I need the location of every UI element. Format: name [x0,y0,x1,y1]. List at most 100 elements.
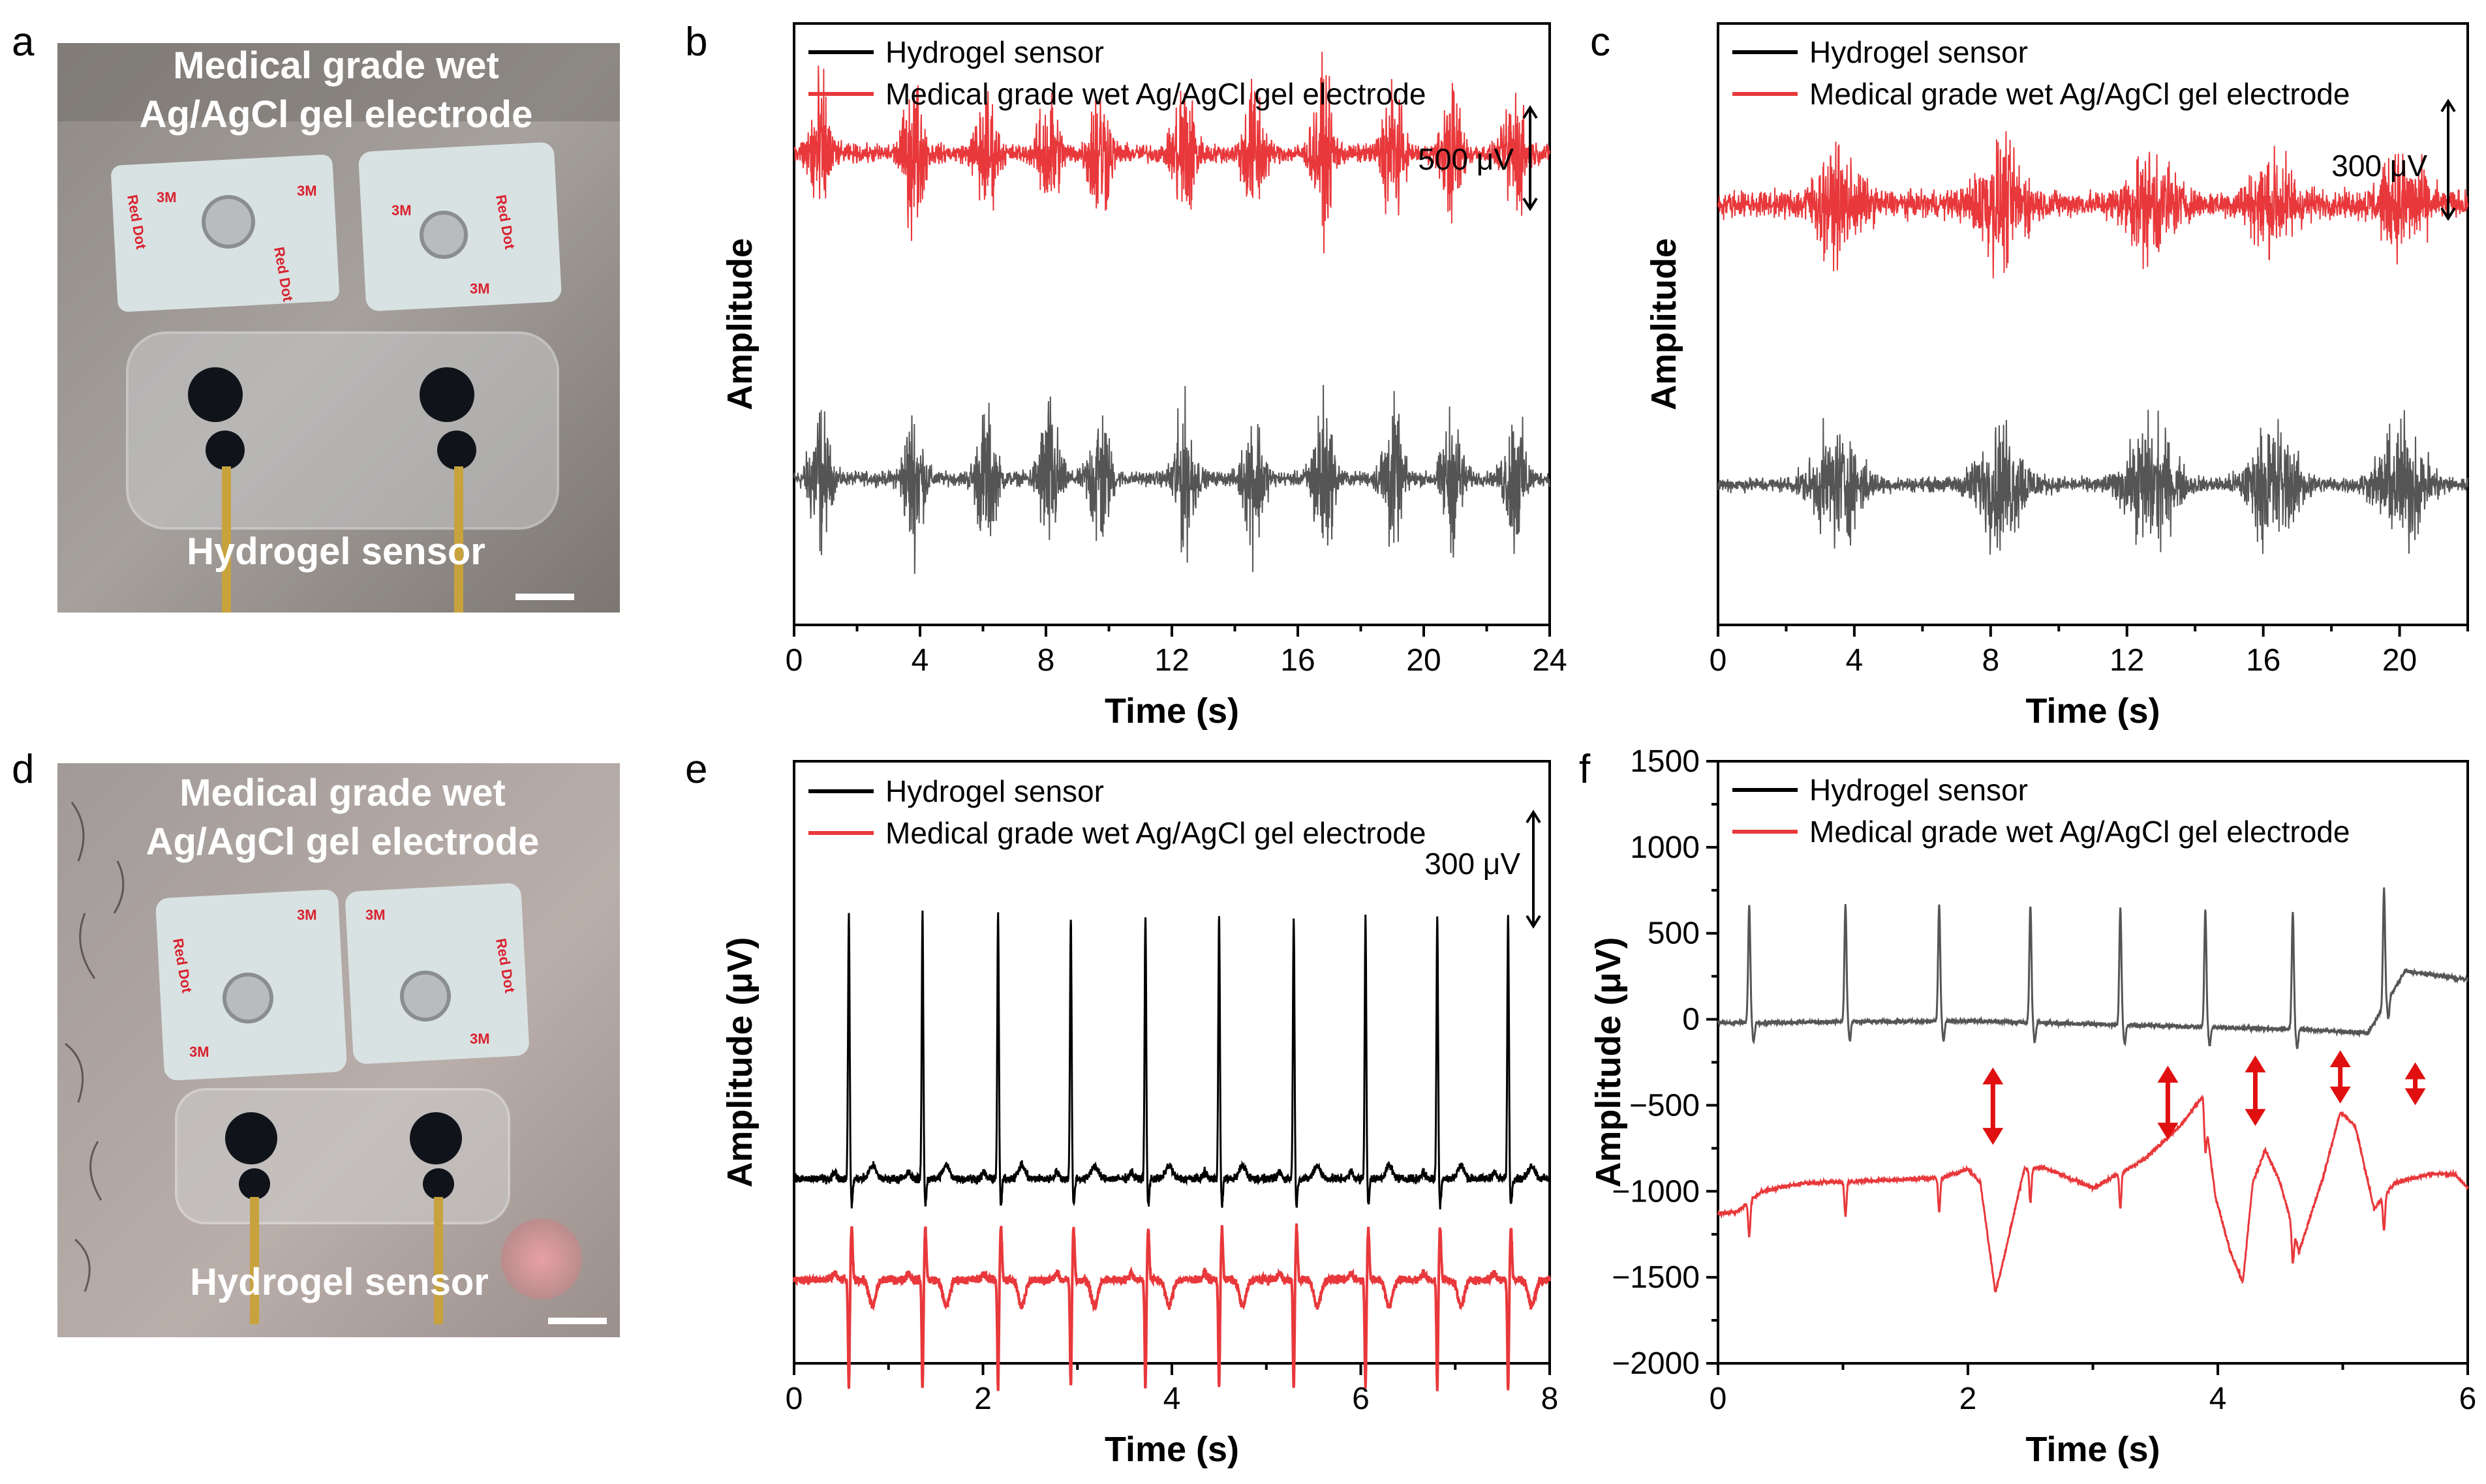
y-tick-label-f: −1000 [1612,1174,1700,1209]
annotation-arrow-head [2404,1062,2426,1080]
pad-brand: 3M [365,907,386,923]
snap-stud-right-d [400,971,451,1022]
y-axis-title-c: Amplitude [1644,238,1683,410]
snap-stud-left-d [223,973,273,1023]
x-tick-label-f: 0 [1710,1382,1727,1416]
y-tick-label-f: −1500 [1612,1260,1700,1295]
y-axis-title-f: Amplitude (μV) [1589,937,1628,1187]
lead-wire-right-d [434,1197,443,1324]
sensor-dot-right-small-d [423,1168,454,1200]
x-tick-label-e: 0 [786,1382,803,1416]
x-tick-label-b: 20 [1406,643,1441,678]
legend-label-e: Medical grade wet Ag/AgCl gel electrode [885,816,1426,850]
scale-bar-head-c [2440,207,2456,221]
x-tick-label-b: 24 [1532,643,1567,678]
y-tick-label-f: 1000 [1630,830,1700,865]
panel-letter-e: e [685,747,707,792]
x-axis-title-e: Time (s) [1105,1430,1239,1469]
scale-bar-head-c [2440,98,2456,113]
y-tick-label-f: −500 [1629,1088,1700,1123]
series-line-f [1717,887,2468,1050]
annotation-arrow-head [2245,1109,2266,1127]
photo-d-scale-bar [548,1318,607,1324]
x-tick-label-b: 16 [1280,643,1315,678]
series-line-e [793,1223,1551,1391]
x-tick-label-b: 4 [912,643,929,678]
series-line-b [793,385,1550,574]
x-tick-label-e: 6 [1352,1382,1370,1416]
photo-d-label-bottom: Hydrogel sensor [190,1261,489,1303]
x-tick-label-c: 12 [2110,643,2144,678]
annotation-arrow-head [2157,1123,2179,1140]
x-tick-label-b: 0 [786,643,803,678]
photo-a-sleeve [57,43,620,121]
photo-d: 3M Red Dot 3M 3M Red Dot 3M Medical grad… [57,763,620,1337]
legend-label-b: Hydrogel sensor [885,35,1104,69]
plot-frame-c [1717,22,2469,626]
x-tick-label-c: 20 [2382,643,2417,678]
scale-bar-head-b [1522,197,1538,211]
sensor-dot-left-d [225,1112,277,1164]
series-line-c [1717,131,2468,279]
y-tick-label-f: 1500 [1630,744,1700,779]
lead-wire-left-d [250,1197,259,1324]
pad-brand: 3M [297,183,317,199]
annotation-arrow-head [2404,1088,2426,1106]
x-axis-title-f: Time (s) [2025,1430,2160,1469]
photo-d-label-top-2: Ag/AgCl gel electrode [146,821,540,863]
x-tick-label-c: 0 [1710,643,1727,678]
annotation-arrow-head [2157,1065,2179,1083]
x-tick-label-c: 8 [1982,643,1999,678]
chart-e: 0 2 4 6 8 Time (s) Amplitude (μV) Hydrogel sens… [720,760,1559,1469]
series-line-c [1717,410,2468,555]
plot-frame-b [793,22,1551,626]
series-line-e [793,910,1551,1210]
photo-a-scale-bar [515,594,574,600]
photo-a-label-bottom: Hydrogel sensor [187,530,485,573]
y-axis-title-e: Amplitude (μV) [720,937,760,1187]
sensor-dot-left-small-a [206,431,245,470]
photo-a: Red Dot 3M 3M Red Dot 3M Red Dot 3M Medi… [57,43,620,613]
snap-stud-right [420,211,468,259]
pad-brand: 3M [391,202,412,219]
scale-bar-label-c: 300 μV [2331,149,2427,183]
x-axis-title-b: Time (s) [1105,691,1239,731]
annotation-arrow-head [1982,1128,2004,1145]
sensor-dot-right-d [410,1112,462,1164]
series-line-f [1717,1094,2469,1293]
legend-label-c: Medical grade wet Ag/AgCl gel electrode [1809,77,2350,111]
pad-brand: 3M [189,1044,209,1060]
y-tick-label-f: 500 [1648,916,1700,951]
annotation-arrow-head [2245,1055,2266,1072]
snap-stud-left [202,195,255,249]
x-axis-title-c: Time (s) [2025,691,2160,731]
sensor-dot-left-small-d [239,1168,270,1200]
annotation-arrow-head [2329,1050,2351,1068]
legend-label-e: Hydrogel sensor [885,774,1104,808]
annotation-arrow-head [2329,1086,2351,1104]
y-axis-title-b: Amplitude [720,238,760,410]
lead-wire-left-a [222,466,231,613]
photo-d-label-top-1: Medical grade wet [179,772,506,814]
x-tick-label-e: 8 [1541,1382,1559,1416]
x-tick-label-c: 16 [2246,643,2280,678]
y-tick-label-f: −2000 [1612,1346,1700,1381]
chart-b: 0 4 8 12 16 20 24 Time (s) Amplitude Hydrogel sen… [720,22,1567,731]
pad-brand: 3M [470,280,490,297]
legend-label-f: Medical grade wet Ag/AgCl gel electrode [1809,815,2350,849]
x-tick-label-e: 4 [1163,1382,1181,1416]
x-tick-label-f: 2 [1959,1382,1977,1416]
scale-bar-head-e [1526,915,1541,929]
series-line-b [793,52,1550,254]
pad-brand: 3M [157,189,177,205]
chart-f: 0 2 4 6 Time (s) Amplitude (μV) 1500 1000 500 0 −5… [1589,744,2476,1469]
hydrogel-patch-d [175,1088,510,1224]
x-tick-label-f: 6 [2459,1382,2477,1416]
legend-label-c: Hydrogel sensor [1809,35,2028,69]
scale-bar-label-e: 300 μV [1424,847,1520,881]
panel-letter-d: d [12,747,34,792]
sensor-dot-right-a [420,367,474,422]
body-hair [65,802,125,1292]
pad-brand: 3M [470,1031,490,1047]
